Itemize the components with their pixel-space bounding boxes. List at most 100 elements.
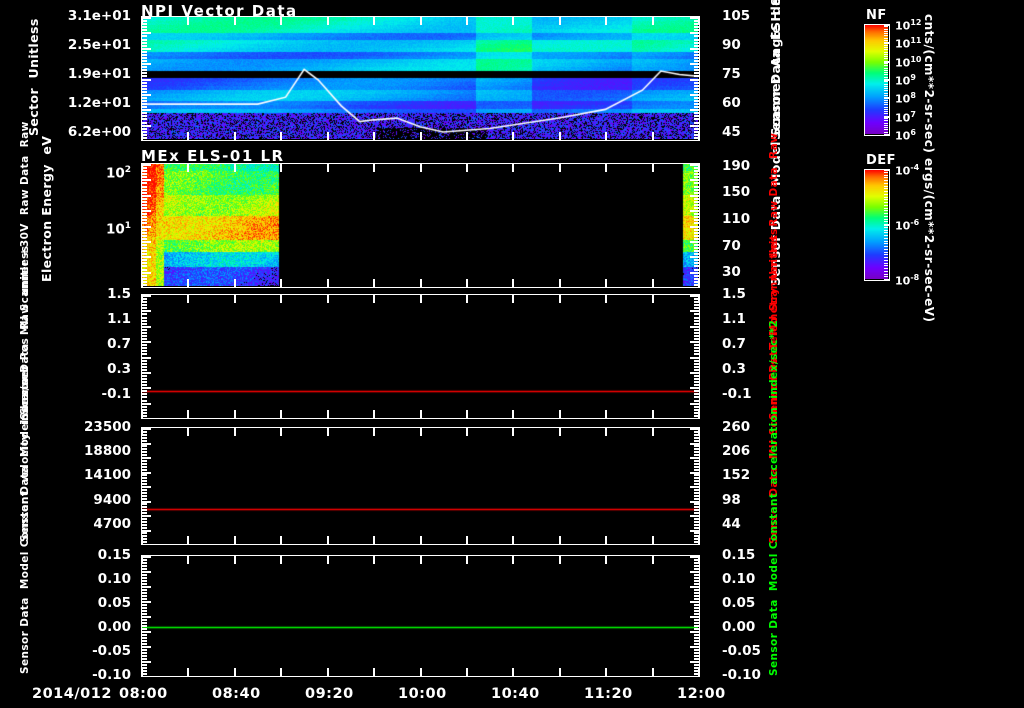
axis-minor-tick [694,39,699,41]
axis-minor-tick [142,637,147,639]
def-colorbar-minor-tick [884,274,888,275]
axis-tick [327,536,329,544]
def-colorbar-tick-2: 10-8 [895,273,920,288]
axis-minor-tick [694,350,699,352]
panel-mex-els-01-lr[interactable] [141,163,700,288]
panel-model-scanner-pos[interactable] [141,427,700,545]
axis-minor-tick [142,640,147,642]
nf-colorbar-minor-tick [884,63,888,64]
axis-minor-tick [142,646,151,648]
panel1-rtick-0: 105 [722,8,751,24]
axis-minor-tick [142,210,151,212]
axis-minor-tick [690,241,699,243]
axis-minor-tick [142,29,147,31]
axis-minor-tick [690,94,699,96]
axis-minor-tick [142,350,147,352]
nf-colorbar-minor-tick [884,116,888,117]
axis-minor-tick [694,613,699,615]
axis-minor-tick [142,91,147,93]
axis-minor-tick [694,219,699,221]
axis-minor-tick [142,219,147,221]
nf-colorbar-minor-tick [884,38,888,39]
axis-tick [466,536,468,544]
axis-tick [559,279,561,287]
axis-minor-tick [694,115,699,117]
axis-minor-tick [694,278,699,280]
axis-tick [187,132,189,140]
axis-minor-tick [142,247,147,249]
axis-tick [652,668,654,676]
nf-colorbar-minor-tick [884,102,888,103]
axis-tick [327,410,329,418]
axis-minor-tick [694,445,699,447]
axis-minor-tick [142,463,147,465]
axis-tick [373,668,375,676]
axis-minor-tick [142,326,151,328]
axis-minor-tick [142,304,147,306]
axis-tick [280,132,282,140]
nf-colorbar-minor-tick [884,68,888,69]
axis-minor-tick [142,489,147,491]
nf-colorbar-minor-tick [884,120,888,121]
nf-colorbar-tick-5: 107 [895,109,916,125]
axis-minor-tick [142,495,147,497]
axis-minor-tick [142,580,147,582]
axis-minor-tick [142,406,147,408]
axis-tick [698,279,699,287]
axis-tick [187,428,189,436]
axis-minor-tick [694,503,699,505]
axis-minor-tick [690,515,699,517]
axis-minor-tick [142,332,147,334]
axis-minor-tick [694,170,699,172]
axis-minor-tick [694,42,699,44]
axis-minor-tick [142,241,151,243]
nf-colorbar-minor-tick [884,31,888,32]
axis-minor-tick [142,381,147,383]
axis-minor-tick [142,375,147,377]
panel5-ytick-0: 0.15 [97,547,131,563]
axis-minor-tick [142,619,147,621]
axis-minor-tick [694,269,699,271]
axis-minor-tick [142,454,147,456]
axis-minor-tick [142,530,151,532]
axis-minor-tick [694,434,699,436]
axis-minor-tick [694,85,699,87]
panel-model-constant-velocity[interactable] [141,555,700,677]
axis-tick [698,410,699,418]
axis-minor-tick [142,244,147,246]
panel5-rtick-5: -0.10 [722,667,761,683]
axis-minor-tick [694,238,699,240]
axis-minor-tick [142,390,147,392]
panel-mu-scanner-30v[interactable] [141,294,700,419]
def-colorbar-minor-tick [884,254,888,255]
axis-minor-tick [694,329,699,331]
axis-tick [187,164,189,172]
panel-npi-vector-data[interactable] [141,16,700,141]
axis-minor-tick [694,235,699,237]
nf-colorbar-minor-tick [884,125,888,126]
nf-colorbar-minor-tick [884,54,888,55]
nf-colorbar-minor-tick [884,72,888,73]
axis-minor-tick [694,390,699,392]
axis-minor-tick [690,601,699,603]
axis-minor-tick [690,140,699,141]
axis-minor-tick [142,72,147,74]
axis-minor-tick [694,400,699,402]
axis-minor-tick [142,170,147,172]
axis-minor-tick [694,393,699,395]
axis-minor-tick [690,661,699,663]
axis-minor-tick [694,406,699,408]
axis-minor-tick [142,412,147,414]
def-colorbar-minor-tick [884,199,888,200]
axis-minor-tick [694,69,699,71]
axis-minor-tick [142,131,147,133]
axis-minor-tick [694,384,699,386]
axis-minor-tick [142,457,151,459]
axis-minor-tick [142,583,147,585]
axis-minor-tick [690,287,699,288]
axis-minor-tick [142,278,147,280]
nf-colorbar-minor-tick [884,26,888,27]
axis-minor-tick [690,387,699,389]
def-colorbar-minor-tick [884,219,888,220]
def-colorbar-minor-tick [884,202,888,203]
